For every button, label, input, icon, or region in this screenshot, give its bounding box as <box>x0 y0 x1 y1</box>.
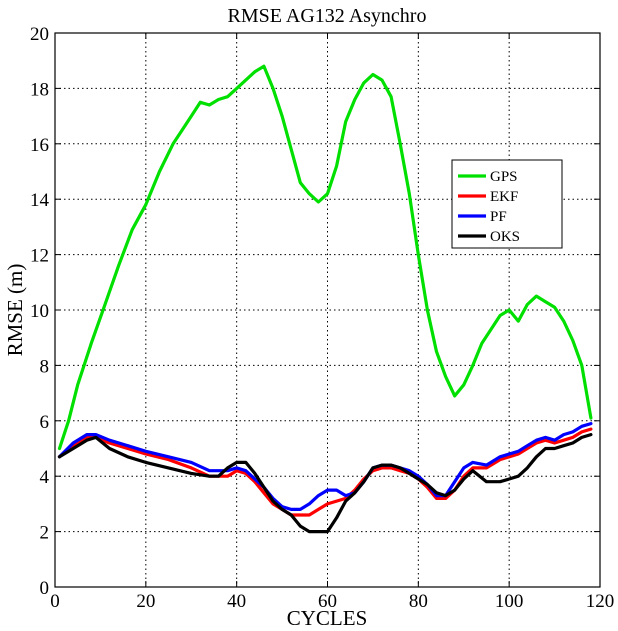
y-axis-label: RMSE (m) <box>3 264 27 357</box>
series-lines <box>57 64 593 534</box>
x-tick-label: 60 <box>318 591 337 612</box>
y-tick-label: 12 <box>30 246 49 267</box>
x-tick-label: 40 <box>227 591 246 612</box>
y-tick-label: 14 <box>30 190 50 211</box>
legend-label-ekf: EKF <box>490 189 518 205</box>
x-tick-label: 80 <box>409 591 428 612</box>
x-tick-label: 0 <box>50 591 60 612</box>
y-tick-label: 2 <box>40 523 50 544</box>
legend-label-gps: GPS <box>490 169 518 185</box>
y-tick-label: 4 <box>40 467 50 488</box>
y-tick-label: 10 <box>30 301 49 322</box>
series-line-ekf <box>57 427 593 517</box>
legend: GPS EKF PF OKS <box>451 159 563 249</box>
x-axis-label: CYCLES <box>287 606 368 630</box>
x-tick-label: 20 <box>136 591 155 612</box>
series-line-gps <box>57 64 593 451</box>
legend-label-pf: PF <box>490 209 507 225</box>
axis-ticks: 0 20 40 60 80 100 120 0 2 4 6 8 10 12 14 16 18 20 <box>30 24 614 612</box>
y-tick-label: 8 <box>40 356 50 377</box>
y-tick-label: 0 <box>40 578 50 599</box>
y-tick-label: 16 <box>30 135 49 156</box>
x-tick-label: 100 <box>495 591 524 612</box>
grid <box>55 33 600 587</box>
y-tick-label: 6 <box>40 412 50 433</box>
legend-label-oks: OKS <box>490 229 520 245</box>
chart-title: RMSE AG132 Asynchro <box>228 5 427 27</box>
y-tick-label: 18 <box>30 79 49 100</box>
series-line-oks <box>57 433 593 534</box>
x-tick-label: 120 <box>586 591 615 612</box>
y-tick-label: 20 <box>30 24 49 45</box>
